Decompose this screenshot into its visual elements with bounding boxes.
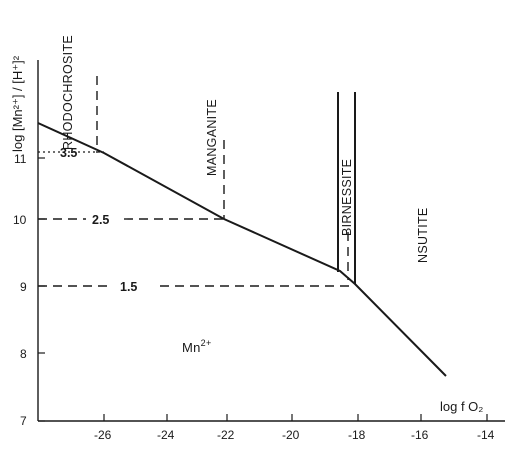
field-label-manganite: MANGANITE [205,99,219,176]
x-tick-label-26: -26 [94,428,112,442]
x-axis-title: log f O₂ [440,399,483,414]
contour-label-1-5: 1.5 [120,280,137,294]
y-tick-label-9: 9 [20,280,27,294]
contour-label-3-5: 3.5 [60,146,77,160]
field-label-rhodochrosite: RHODOCHROSITE [61,35,75,150]
y-tick-label-11: 11 [14,152,27,166]
y-tick-label-10: 10 [13,213,27,227]
x-tick-label-20: -20 [282,428,300,442]
field-label-mn2: Mn2+ [182,338,212,355]
x-tick-label-18: -18 [348,428,366,442]
x-tick-label-14: -14 [477,428,495,442]
x-tick-label-16: -16 [411,428,429,442]
field-label-birnessite: BIRNESSITE [340,159,354,236]
x-tick-label-24: -24 [157,428,175,442]
mn2-charge-superscript: 2+ [201,338,212,348]
y-axis-title: log [Mn²⁺] / [H⁺]² [10,55,25,152]
y-tick-label-8: 8 [20,347,27,361]
field-label-nsutite: NSUTITE [416,207,430,263]
y-tick-label-7: 7 [20,414,27,428]
x-tick-label-22: -22 [217,428,235,442]
main-stability-boundary [37,122,447,377]
contour-label-2-5: 2.5 [92,213,109,227]
